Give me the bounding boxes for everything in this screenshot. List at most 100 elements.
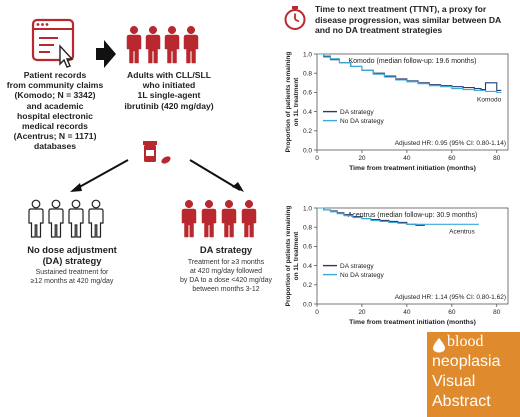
ttnt-charts: Komodo (median follow-up: 19.6 months) 0.…: [285, 51, 509, 326]
person-red-icon: [145, 25, 161, 64]
person-outline-icon: [48, 199, 64, 238]
da-people-group: [181, 199, 257, 238]
km-chart-1: Komodo (median follow-up: 19.6 months) 0.…: [285, 51, 509, 172]
patient-records-line: from community claims: [6, 80, 104, 91]
patient-records-line: (Acentrus; N = 1171): [13, 131, 97, 142]
da-desc-line: Treatment for ≥3 months: [187, 259, 265, 266]
y-tick-label: 0.2: [303, 282, 312, 289]
legend-label: No DA strategy: [340, 118, 384, 125]
chart-title: Acentrus (median follow-up: 30.9 months): [348, 212, 478, 219]
browser-cursor-icon: [31, 18, 75, 68]
header-title: Time to next treatment (TTNT), a proxy f…: [315, 4, 520, 36]
patient-records-line: medical records: [22, 121, 88, 132]
patient-records-line: Patient records: [23, 70, 87, 80]
adults-line: 1L single-agent: [137, 90, 201, 101]
person-outline-icon: [88, 199, 104, 238]
arrow-right-icon: [96, 40, 116, 68]
badge-line-2: neoplasia: [432, 353, 501, 370]
legend-label: No DA strategy: [340, 272, 384, 279]
chart-title: Komodo (median follow-up: 19.6 months): [348, 58, 476, 65]
adults-line: Adults with CLL/SLL: [126, 70, 212, 80]
stopwatch-icon: [284, 6, 306, 30]
person-red-icon: [126, 25, 142, 64]
no-da-desc-line: ≥12 months at 420 mg/day: [30, 278, 114, 285]
plot-frame: [316, 207, 509, 305]
x-tick-label: 40: [403, 155, 411, 162]
person-outline-icon: [28, 199, 44, 238]
no-da-people-group: [28, 199, 104, 238]
hazard-ratio-annotation: Adjusted HR: 0.95 (95% CI: 0.80-1.14): [395, 140, 506, 147]
y-tick-label: 1.0: [303, 51, 312, 58]
person-red-icon: [183, 25, 199, 64]
patient-records-text: Patient records from community claims (Kom…: [0, 70, 110, 152]
x-tick-label: 20: [358, 155, 366, 162]
da-desc-line: by DA to a dose <420 mg/day: [179, 277, 273, 284]
arrow-down-left-icon: [73, 159, 129, 191]
badge-line-1: blood: [447, 333, 484, 350]
y-axis-label: Proportion of patients remaining: [285, 206, 292, 307]
y-tick-label: 0.6: [303, 244, 312, 251]
da-strategy-title: DA strategy: [199, 244, 253, 255]
patient-records-line: databases: [33, 141, 77, 152]
legend-label: DA strategy: [340, 263, 374, 270]
no-da-title-line: (DA) strategy: [42, 254, 102, 266]
y-tick-label: 0.0: [303, 301, 312, 308]
series-line-no-da: [317, 53, 502, 93]
adults-line: ibrutinib (420 mg/day): [124, 100, 214, 111]
x-tick-label: 80: [493, 309, 501, 316]
badge-line-3: Visual: [432, 373, 476, 390]
person-red-icon: [221, 199, 237, 238]
adults-line: who initiated: [142, 80, 196, 91]
plot-frame: [316, 53, 509, 151]
da-desc-line: at 420 mg/day followed: [190, 268, 262, 275]
blood-neoplasia-badge: blood neoplasia Visual Abstract: [427, 332, 520, 417]
y-tick-label: 0.6: [303, 90, 312, 97]
badge-line-4: Abstract: [432, 393, 491, 410]
y-tick-label: 1.0: [303, 205, 312, 212]
x-axis-label: Time from treatment initiation (months): [349, 319, 476, 326]
no-da-strategy-description: Sustained treatment for ≥12 months at 420…: [2, 268, 142, 286]
y-tick-label: 0.4: [303, 263, 312, 270]
dataset-end-label: Acentrus: [449, 228, 475, 235]
x-tick-label: 60: [448, 309, 456, 316]
no-da-desc-line: Sustained treatment for: [35, 269, 109, 276]
y-tick-label: 0.8: [303, 225, 312, 232]
x-tick-label: 20: [358, 309, 366, 316]
x-tick-label: 0: [315, 155, 319, 162]
da-desc-line: between months 3-12: [192, 286, 260, 293]
header-title-line: Time to next treatment (TTNT), a proxy f…: [315, 4, 487, 14]
adults-text: Adults with CLL/SLL who initiated 1L singl…: [105, 70, 233, 111]
person-red-icon: [241, 199, 257, 238]
x-tick-label: 40: [403, 309, 411, 316]
person-outline-icon: [68, 199, 84, 238]
da-strategy-description: Treatment for ≥3 months at 420 mg/day fol…: [170, 258, 282, 294]
x-tick-label: 80: [493, 155, 501, 162]
y-tick-label: 0.8: [303, 71, 312, 78]
adults-people-group: [126, 25, 199, 64]
y-axis-label: on 1L treatment: [293, 77, 300, 126]
patient-records-line: hospital electronic: [17, 110, 93, 121]
patient-records-line: and academic: [26, 100, 84, 111]
y-axis-label: Proportion of patients remaining: [285, 52, 292, 153]
patient-records-line: (Komodo; N = 3342): [14, 90, 96, 101]
person-red-icon: [201, 199, 217, 238]
y-tick-label: 0.0: [303, 147, 312, 154]
x-tick-label: 60: [448, 155, 456, 162]
series-line-no-da: [317, 207, 479, 225]
x-axis-label: Time from treatment initiation (months): [349, 165, 476, 172]
header-title-line: disease progression, was similar between…: [315, 14, 502, 25]
no-da-strategy-title: No dose adjustment (DA) strategy: [2, 244, 142, 266]
km-chart-2: Acentrus (median follow-up: 30.9 months)…: [285, 205, 509, 326]
person-red-icon: [181, 199, 197, 238]
no-da-title-line: No dose adjustment: [27, 244, 117, 255]
y-axis-label: on 1L treatment: [293, 231, 300, 280]
dataset-end-label: Komodo: [477, 96, 502, 103]
arrow-down-right-icon: [189, 159, 241, 191]
left-panel-graphics: [28, 18, 257, 238]
person-red-icon: [164, 25, 180, 64]
hazard-ratio-annotation: Adjusted HR: 1.14 (95% CI: 0.80-1.62): [395, 294, 506, 301]
header-title-line: and no DA treatment strategies: [315, 25, 443, 35]
blood-drop-icon: [433, 338, 445, 353]
legend-label: DA strategy: [340, 109, 374, 116]
